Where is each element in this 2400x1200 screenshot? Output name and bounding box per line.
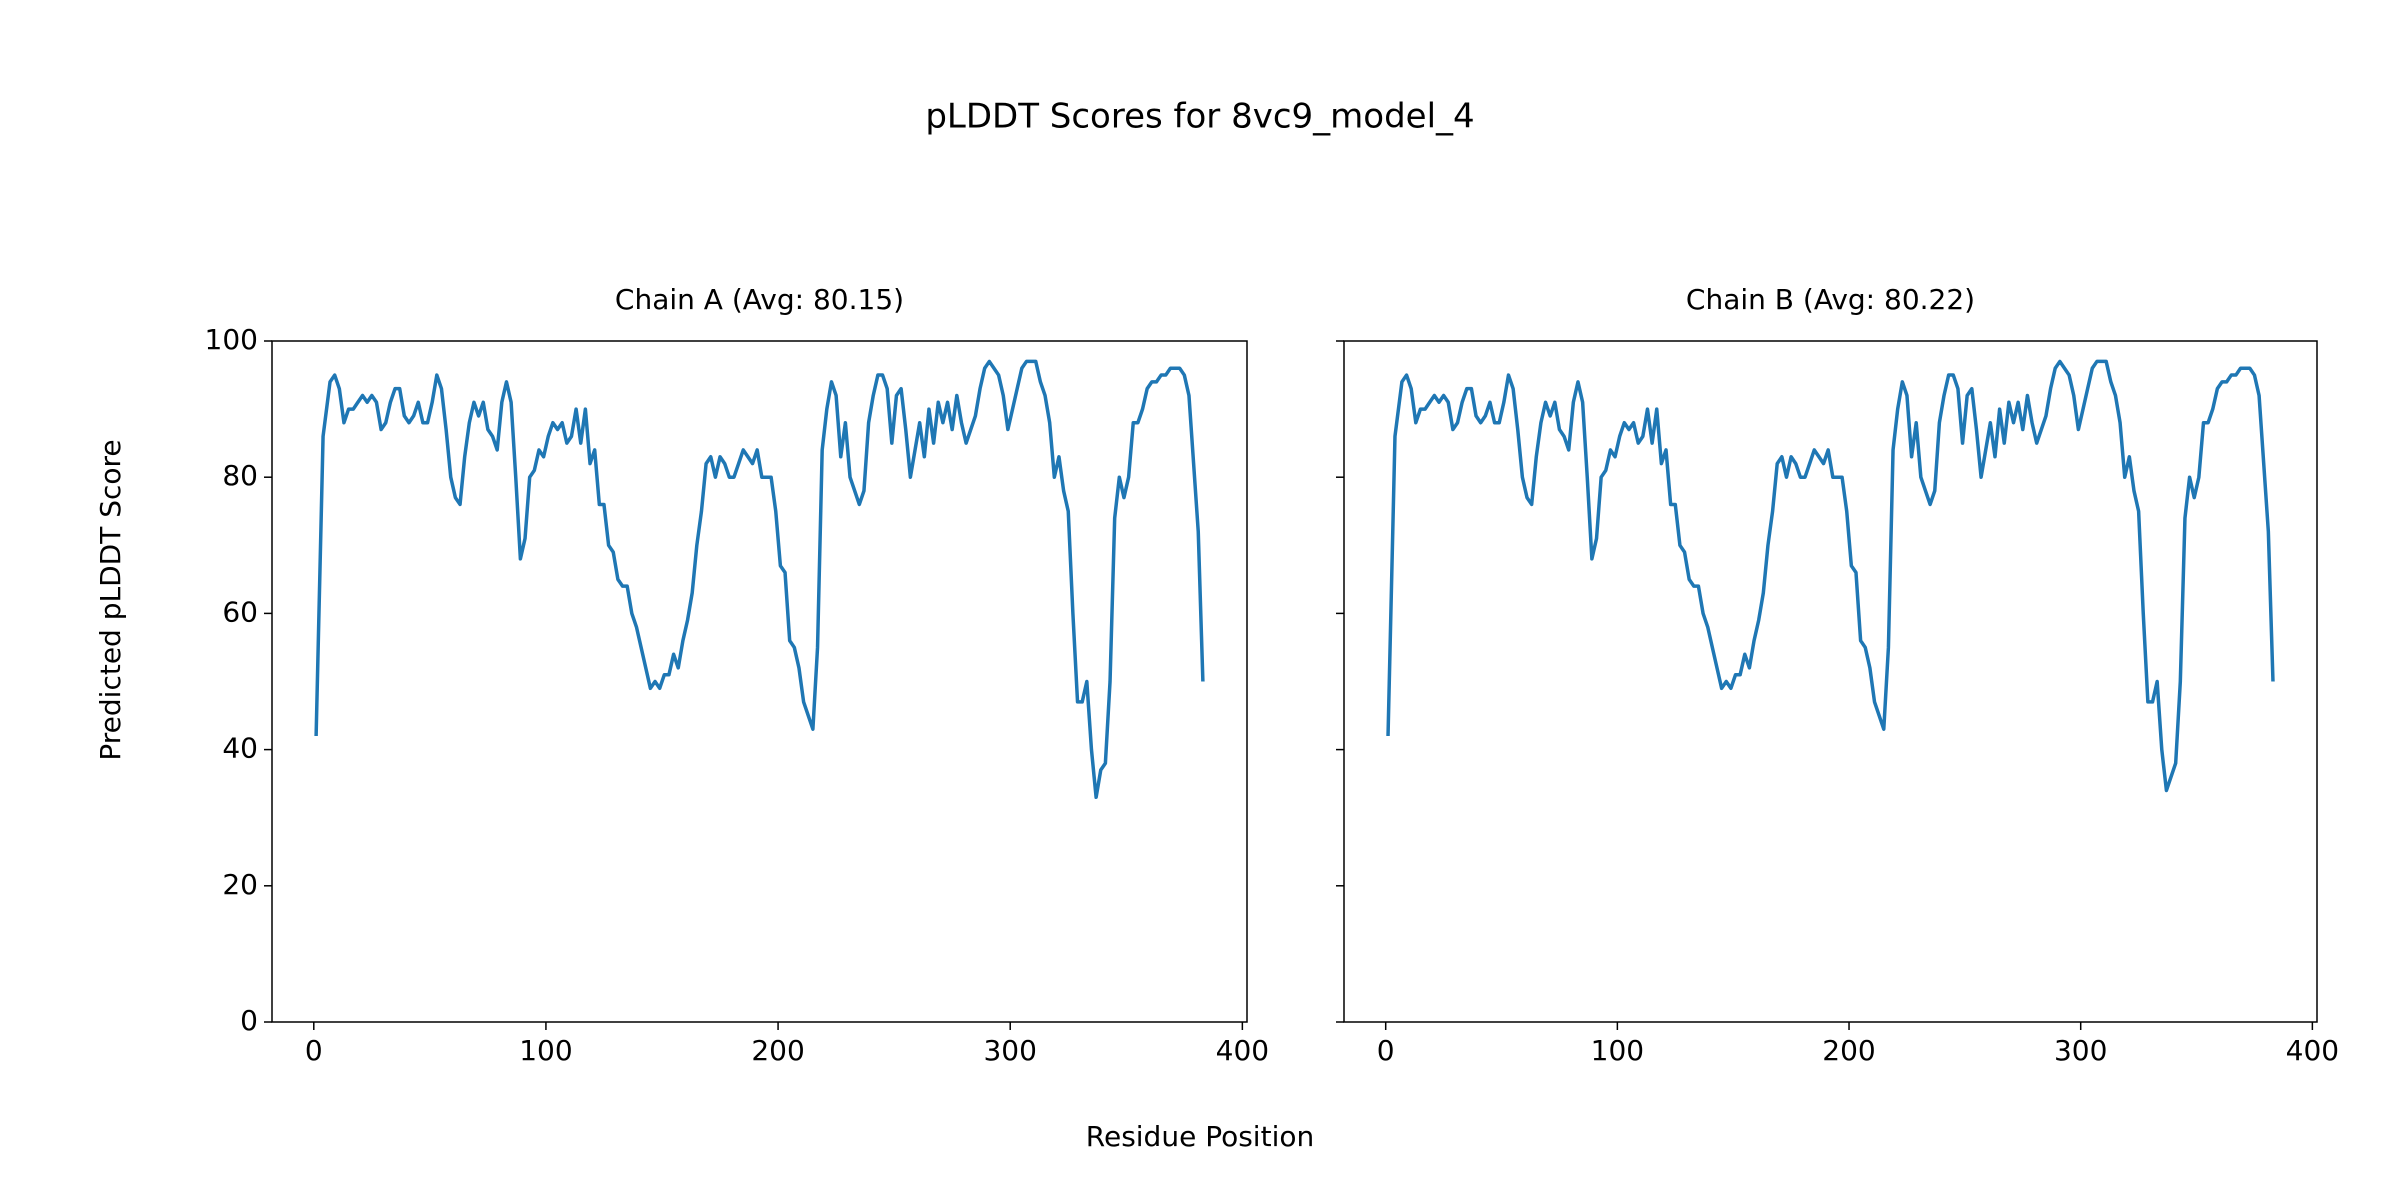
x-tick-label: 300 <box>2054 1034 2107 1067</box>
x-axis-label: Residue Position <box>1086 1120 1314 1153</box>
axes-frame <box>271 340 1248 1023</box>
y-tick-label: 100 <box>205 323 258 356</box>
x-tick-label: 400 <box>1216 1034 1269 1067</box>
y-tick-label: 60 <box>222 595 258 628</box>
panel-title: Chain B (Avg: 80.22) <box>1686 283 1975 316</box>
x-tick-label: 100 <box>1591 1034 1644 1067</box>
x-tick-label: 0 <box>305 1034 323 1067</box>
x-tick-label: 200 <box>1822 1034 1875 1067</box>
y-tick-label: 20 <box>222 868 258 901</box>
y-tick-label: 40 <box>222 732 258 765</box>
x-tick-label: 300 <box>983 1034 1036 1067</box>
score-line <box>314 359 1205 800</box>
x-tick-label: 200 <box>751 1034 804 1067</box>
score-line <box>1386 359 2275 793</box>
y-axis-label: Predicted pLDDT Score <box>94 439 127 760</box>
y-tick-label: 0 <box>240 1004 258 1037</box>
figure-title: pLDDT Scores for 8vc9_model_4 <box>925 97 1474 137</box>
x-tick-label: 100 <box>519 1034 572 1067</box>
panel-title: Chain A (Avg: 80.15) <box>615 283 904 316</box>
y-tick-label: 80 <box>222 459 258 492</box>
axes-frame <box>1343 340 2318 1023</box>
x-tick-label: 400 <box>2286 1034 2339 1067</box>
x-tick-label: 0 <box>1377 1034 1395 1067</box>
